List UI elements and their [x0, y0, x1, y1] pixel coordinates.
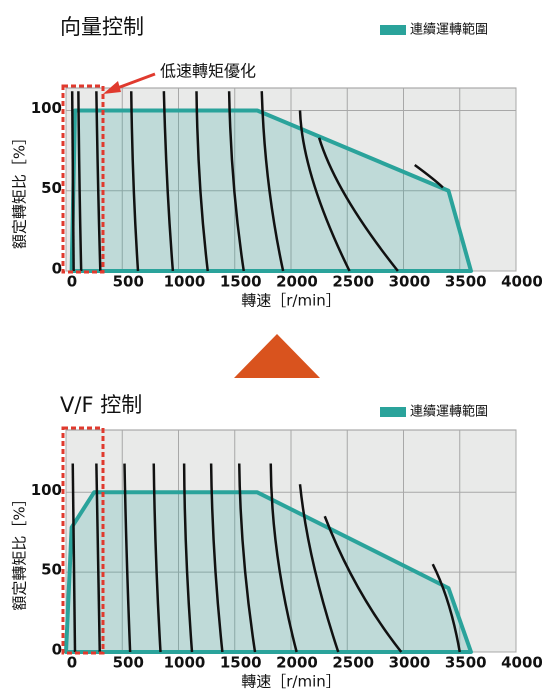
- torque-curve: [323, 515, 403, 653]
- x-tick-label: 3500: [445, 654, 487, 672]
- y-tick-label: 0: [52, 260, 62, 278]
- annotation-arrowhead: [103, 81, 121, 94]
- x-tick-label: 2000: [276, 273, 318, 291]
- annotation: 低速轉矩優化: [160, 62, 256, 81]
- legend-label: 連續運轉範圍: [410, 23, 488, 38]
- legend-label: 連續運轉範圍: [410, 405, 488, 420]
- torque-curve: [77, 91, 83, 272]
- chart-title: V/F 控制: [60, 393, 142, 417]
- torque-curve: [260, 91, 285, 272]
- torque-curve: [95, 91, 102, 272]
- torque-curve: [182, 463, 194, 653]
- y-axis-label: 額定轉矩比［%］: [11, 491, 29, 610]
- x-axis-label: 轉速［r/min］: [241, 673, 341, 691]
- torque-curve: [70, 91, 75, 272]
- x-tick-label: 0: [67, 654, 77, 672]
- x-tick-label: 3000: [389, 273, 431, 291]
- torque-curve: [162, 91, 175, 272]
- x-axis-label: 轉速［r/min］: [241, 292, 341, 310]
- x-tick-label: 500: [113, 654, 144, 672]
- torque-curve: [209, 463, 224, 653]
- x-tick-label: 3500: [445, 273, 487, 291]
- x-tick-label: 2500: [332, 654, 374, 672]
- torque-curve: [130, 91, 140, 272]
- x-tick-label: 4000: [501, 654, 542, 672]
- torque-curve: [431, 563, 461, 653]
- arrow-up-triangle: [234, 334, 320, 378]
- torque-curve: [195, 91, 209, 272]
- x-tick-label: 1000: [164, 654, 206, 672]
- y-tick-label: 50: [41, 561, 62, 579]
- x-tick-label: 2500: [332, 273, 374, 291]
- torque-curve: [152, 463, 162, 653]
- legend-swatch: [380, 407, 406, 417]
- torque-curve: [269, 463, 298, 653]
- torque-curve: [123, 463, 132, 653]
- y-tick-label: 0: [52, 641, 62, 659]
- y-axis-label: 額定轉矩比［%］: [11, 130, 29, 249]
- range-area: [64, 490, 473, 654]
- y-tick-label: 50: [41, 179, 62, 197]
- x-tick-label: 0: [67, 273, 77, 291]
- torque-curve: [298, 484, 340, 653]
- x-tick-label: 1500: [220, 273, 262, 291]
- highlight-box: [61, 84, 105, 274]
- x-tick-label: 1000: [164, 273, 206, 291]
- chart-title: 向量控制: [60, 15, 144, 39]
- torque-curve: [227, 91, 245, 272]
- x-tick-label: 4000: [501, 273, 542, 291]
- torque-curve: [298, 110, 351, 272]
- torque-curve: [414, 164, 444, 189]
- torque-curve: [317, 137, 399, 272]
- y-tick-label: 100: [31, 99, 62, 117]
- legend-swatch: [380, 25, 406, 35]
- torque-curve: [95, 463, 101, 653]
- range-area: [69, 108, 473, 273]
- x-tick-label: 2000: [276, 654, 318, 672]
- x-tick-label: 3000: [389, 654, 431, 672]
- x-tick-label: 500: [113, 273, 144, 291]
- x-tick-label: 1500: [220, 654, 262, 672]
- torque-curve: [71, 463, 77, 653]
- torque-curve: [238, 463, 257, 653]
- y-tick-label: 100: [31, 481, 62, 499]
- highlight-box: [61, 426, 105, 655]
